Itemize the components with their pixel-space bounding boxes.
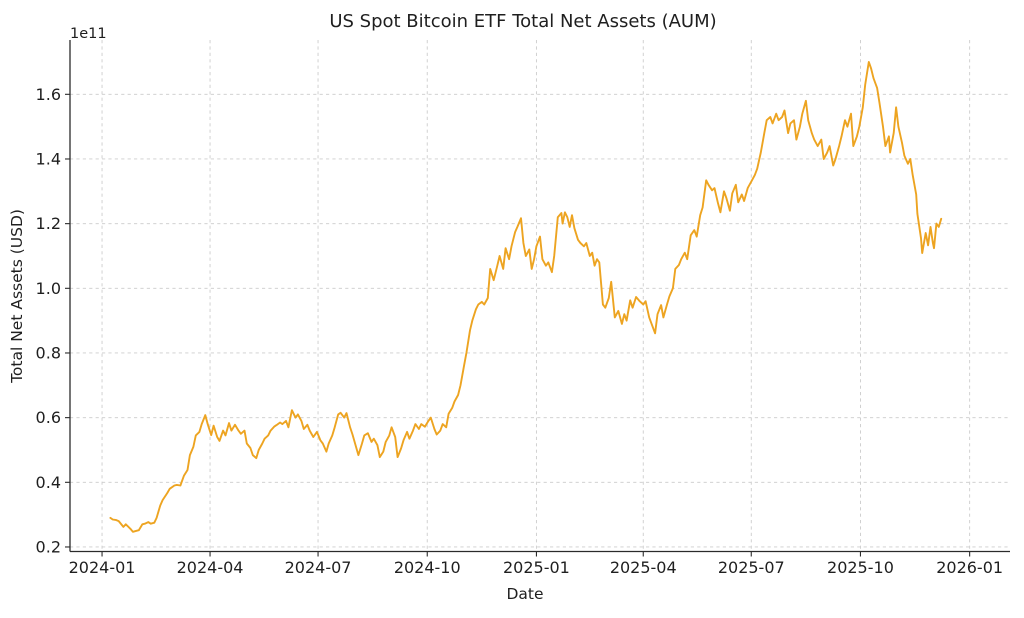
series-group (109, 61, 943, 533)
x-axis-label: Date (506, 585, 543, 603)
y-tick-label: 1.6 (36, 85, 61, 104)
y-tick-label: 0.4 (36, 473, 61, 492)
x-tick-label: 2024-04 (177, 558, 244, 577)
x-tick-labels: 2024-01 2024-04 2024-07 2024-10 2025-01 2025-… (69, 558, 1003, 577)
grid (70, 40, 1010, 552)
y-tick-label: 1.0 (36, 279, 61, 298)
y-tick-label: 0.6 (36, 408, 61, 427)
y-axis-offset-label: 1e11 (70, 26, 107, 42)
x-tick-label: 2026-01 (936, 558, 1003, 577)
y-tick-label: 1.2 (36, 214, 61, 233)
y-tick-label: 1.4 (36, 149, 61, 168)
x-tick-label: 2025-07 (718, 558, 785, 577)
x-tick-label: 2024-07 (285, 558, 352, 577)
aum-line-series (109, 61, 943, 533)
tick-marks (65, 93, 971, 557)
x-tick-label: 2025-10 (827, 558, 894, 577)
y-axis-label: Total Net Assets (USD) (8, 209, 26, 384)
x-tick-label: 2024-10 (394, 558, 461, 577)
chart-title: US Spot Bitcoin ETF Total Net Assets (AU… (329, 11, 716, 32)
x-tick-label: 2024-01 (69, 558, 136, 577)
y-tick-labels: 0.2 0.4 0.6 0.8 1.0 1.2 1.4 1.6 (36, 85, 61, 557)
x-tick-label: 2025-01 (503, 558, 570, 577)
y-tick-label: 0.8 (36, 343, 61, 362)
x-tick-label: 2025-04 (610, 558, 677, 577)
y-tick-label: 0.2 (36, 537, 61, 556)
